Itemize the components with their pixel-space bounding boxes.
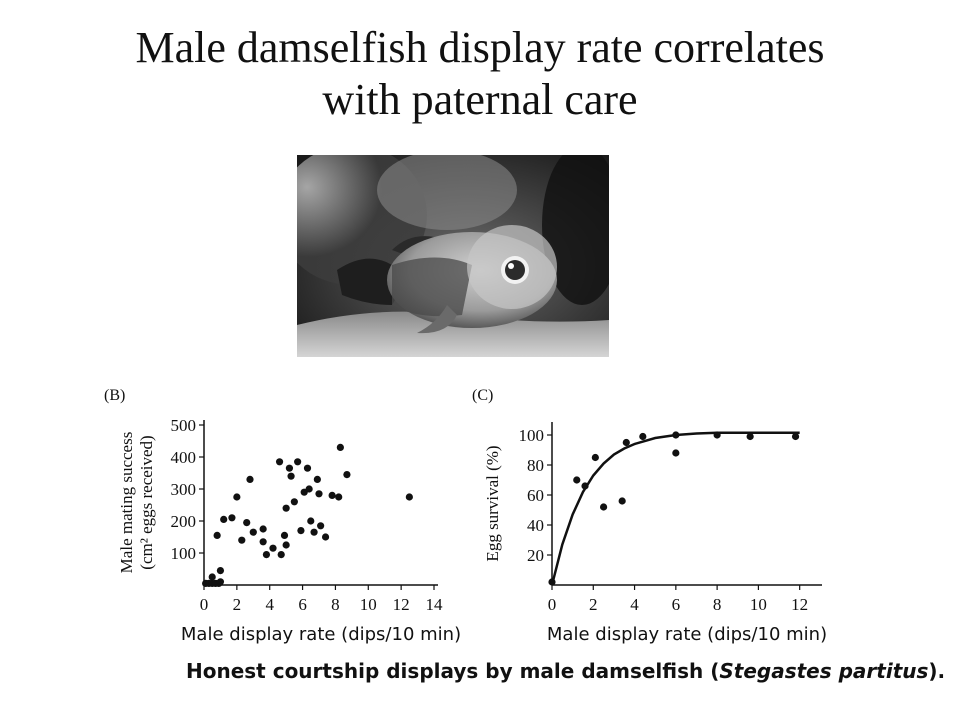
y-axis-label: Egg survival (%): [483, 445, 502, 561]
data-point: [591, 453, 599, 462]
data-point: [269, 544, 277, 552]
data-point: [259, 525, 267, 533]
chart-c: (C) 0 2 4 6 8 10 12 20 40 60 80 100 Male display rate…: [472, 387, 827, 645]
title-line-1: Male damselfish display rate correlates: [135, 23, 825, 72]
data-point: [259, 538, 267, 546]
data-point: [622, 438, 630, 447]
data-point: [405, 493, 413, 501]
chart-b: (B) 0 2 4 6 8 10 12 14 100 200 300 400 500 Male displa…: [104, 387, 461, 645]
y-tick-label: 100: [171, 544, 197, 563]
x-tick-label: 0: [548, 595, 557, 614]
data-point: [321, 533, 330, 541]
x-tick-label: 4: [630, 595, 639, 614]
y-tick-label: 500: [171, 416, 197, 435]
data-point: [600, 503, 608, 511]
figure-caption: Honest courtship displays by male damsel…: [186, 659, 945, 683]
data-point: [343, 471, 351, 479]
data-point: [285, 464, 294, 472]
x-tick-label: 2: [233, 595, 242, 614]
data-point: [280, 531, 289, 539]
data-point: [233, 493, 241, 501]
data-point: [791, 432, 800, 441]
x-tick-label: 0: [200, 595, 209, 614]
y-tick-label: 300: [171, 480, 197, 499]
data-point: [220, 515, 228, 523]
y-axis-label-line-2: (cm² eggs received): [137, 435, 156, 569]
data-point: [336, 443, 344, 451]
data-point: [243, 519, 251, 527]
data-point: [335, 493, 343, 501]
data-point: [581, 482, 589, 490]
data-point: [216, 567, 225, 575]
data-point: [287, 472, 295, 480]
data-point: [228, 514, 236, 522]
y-tick-label: 20: [527, 546, 544, 565]
data-point: [310, 528, 318, 536]
data-point: [213, 531, 221, 539]
x-axis-label: Male display rate (dips/10 min): [181, 624, 461, 645]
y-tick-label: 100: [519, 426, 545, 445]
panel-label: (B): [104, 387, 125, 404]
x-tick-label: 6: [672, 595, 681, 614]
data-point: [548, 578, 556, 586]
data-point: [290, 498, 298, 506]
caption-suffix: ).: [928, 659, 946, 683]
data-point: [307, 517, 315, 525]
x-tick-label: 10: [750, 595, 767, 614]
data-point: [238, 536, 246, 544]
data-point: [277, 551, 285, 559]
data-point: [303, 464, 312, 472]
x-tick-label: 12: [791, 595, 808, 614]
data-point: [713, 431, 721, 439]
y-tick-label: 40: [527, 516, 544, 535]
data-point: [275, 458, 284, 466]
caption-species: Stegastes partitus: [719, 659, 929, 683]
caption-prefix: Honest courtship displays by male damsel…: [186, 659, 720, 683]
data-point: [282, 541, 290, 549]
y-tick-label: 400: [171, 448, 197, 467]
data-point: [672, 449, 680, 457]
x-tick-label: 6: [298, 595, 307, 614]
data-point: [618, 497, 626, 505]
data-point: [317, 522, 325, 530]
x-tick-label: 12: [393, 595, 410, 614]
data-point: [313, 475, 321, 483]
title-line-2: with paternal care: [322, 75, 638, 124]
data-point: [315, 490, 323, 498]
data-point: [746, 432, 754, 441]
x-tick-label: 8: [713, 595, 722, 614]
panel-label: (C): [472, 387, 493, 404]
data-point: [294, 458, 302, 466]
data-point: [305, 485, 313, 493]
x-tick-label: 8: [331, 595, 340, 614]
x-tick-label: 14: [426, 595, 444, 614]
y-tick-label: 60: [527, 486, 544, 505]
data-point: [639, 432, 647, 441]
damselfish-photo: [297, 155, 609, 357]
y-tick-label: 80: [527, 456, 544, 475]
x-tick-label: 2: [589, 595, 598, 614]
x-tick-label: 4: [265, 595, 274, 614]
data-point: [246, 475, 254, 483]
x-tick-label: 10: [360, 595, 377, 614]
data-point: [262, 551, 271, 559]
y-tick-label: 200: [171, 512, 197, 531]
data-point: [672, 431, 680, 439]
fit-curve: [550, 431, 800, 586]
data-point: [208, 573, 216, 581]
data-point: [249, 528, 257, 536]
y-axis-label-line-1: Male mating success: [117, 432, 136, 574]
data-point: [573, 476, 581, 484]
data-point: [216, 578, 225, 586]
x-axis-label: Male display rate (dips/10 min): [547, 624, 827, 645]
data-point: [282, 504, 290, 512]
slide-title: Male damselfish display rate correlates …: [0, 22, 960, 126]
data-point: [328, 491, 336, 499]
data-point: [297, 527, 305, 535]
